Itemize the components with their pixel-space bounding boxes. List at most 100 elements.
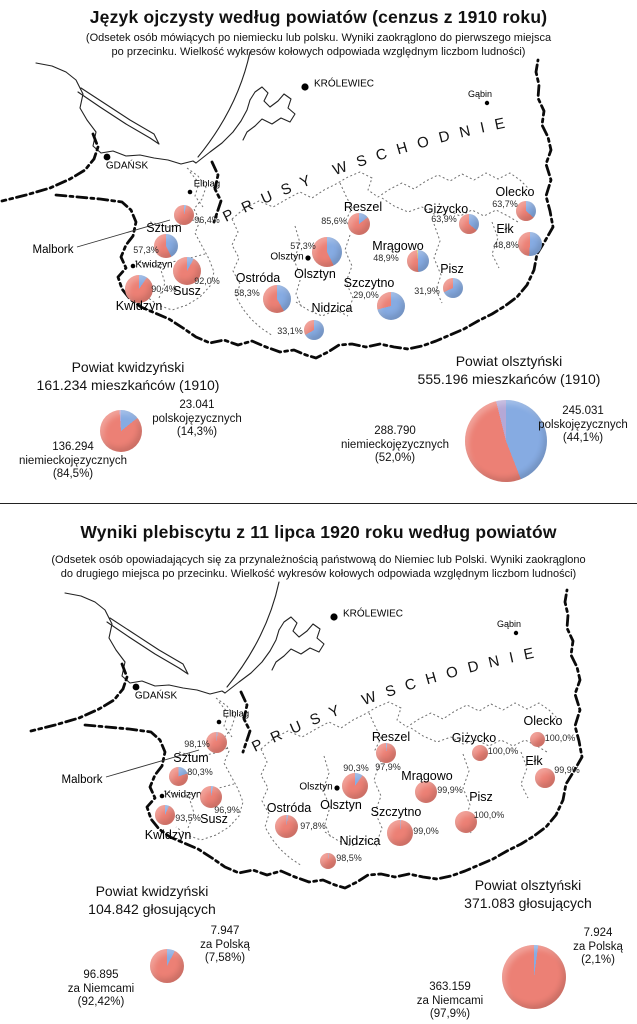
district-label-olsztyn: Olsztyn	[320, 798, 362, 812]
pct-label-olsztyn: 90,3%	[343, 763, 369, 773]
section1-subtitle: (Odsetek osób mówiących po niemiecku lub…	[85, 32, 552, 59]
pct-label-olsztyn: 57,3%	[290, 241, 316, 251]
district-label-sztum: Sztum	[173, 751, 209, 765]
district-label-szczytno: Szczytno	[343, 276, 395, 290]
summary-label-kwidzyn-1920-germany: 96.895 za Niemcami (92,42%)	[67, 969, 135, 1009]
district-pie-mragowo	[415, 781, 437, 803]
district-label-gizycko: Giżycko	[451, 731, 497, 745]
section1-title: Język ojczysty według powiatów (cenzus z…	[89, 7, 548, 27]
district-pie-pisz	[443, 278, 463, 298]
city-label-elblag: Elbląg	[193, 178, 221, 190]
pct-label-szczytno: 99,0%	[413, 826, 439, 836]
city-label-gabin: Gąbin	[496, 619, 522, 629]
city-label-kwidzyn: Kwidzyn	[135, 259, 173, 271]
district-label-gizycko: Giżycko	[423, 202, 469, 216]
city-label-gdansk: GDAŃSK	[134, 690, 178, 702]
district-label-sztum: Sztum	[146, 221, 182, 235]
summary-pie-olsztyn-1910	[465, 400, 547, 482]
district-pie-pisz	[455, 811, 477, 833]
district-pie-elk	[535, 768, 555, 788]
pct-label-elk: 99,9%	[554, 765, 580, 775]
summary-title-kwidzyn-1910: Powiat kwidzyński 161.234 mieszkańców (1…	[36, 359, 220, 394]
city-label-kwidzyn: Kwidzyn	[164, 789, 202, 801]
city-label-gdansk: GDAŃSK	[105, 160, 149, 172]
city-label-malbork: Malbork	[32, 244, 74, 256]
pct-label-szczytno: 29,0%	[353, 290, 379, 300]
pct-label-kwidzyn: 93,5%	[175, 813, 201, 823]
section2-subtitle: (Odsetek osób opowiadających się za przy…	[51, 554, 586, 581]
pct-label-nidzica: 33,1%	[277, 326, 303, 336]
district-label-kwidzyn: Kwidzyn	[115, 299, 163, 313]
district-pie-sztum	[168, 766, 188, 786]
pct-label-elk: 48,8%	[493, 240, 519, 250]
district-label-reszel: Reszel	[371, 730, 411, 744]
district-pie-kwidzyn	[125, 275, 153, 303]
pct-label-mragowo: 48,9%	[373, 253, 399, 263]
district-pie-susz	[200, 786, 222, 808]
district-pie-elk	[518, 232, 542, 256]
pct-label-ostroda: 97,8%	[300, 821, 326, 831]
district-pie-szczytno	[387, 820, 413, 846]
pct-label-kwidzyn: 90,4%	[151, 284, 177, 294]
district-pie-reszel	[376, 743, 396, 763]
district-pie-olsztyn	[342, 773, 368, 799]
pct-label-nidzica: 98,5%	[336, 853, 362, 863]
district-label-nidzica: Nidzica	[339, 834, 381, 848]
district-pie-nidzica	[304, 320, 324, 340]
district-pie-ostroda	[274, 814, 298, 838]
summary-label-olsztyn-1920-germany: 363.159 za Niemcami (97,9%)	[416, 981, 484, 1021]
city-label-elblag: Elbląg	[222, 708, 250, 720]
summary-pie-kwidzyn-1910	[100, 410, 142, 452]
district-label-kwidzyn: Kwidzyn	[144, 828, 192, 842]
city-label-olsztyn: Olsztyn	[299, 781, 333, 793]
summary-label-kwidzyn-1910-polish: 23.041 polskojęzycznych (14,3%)	[152, 399, 242, 439]
pct-label-ostroda: 58,3%	[234, 288, 260, 298]
district-pie-nidzica	[320, 853, 336, 869]
district-label-pisz: Pisz	[469, 790, 493, 804]
district-label-ostroda: Ostróda	[266, 801, 312, 815]
summary-label-kwidzyn-1910-german: 136.294 niemieckojęzycznych (84,5%)	[18, 441, 127, 481]
district-label-pisz: Pisz	[440, 262, 464, 276]
district-label-olecko: Olecko	[495, 185, 535, 199]
summary-pie-olsztyn-1920	[502, 945, 566, 1009]
city-label-krolewiec: KRÓLEWIEC	[342, 608, 404, 620]
pct-label-susz: 92,0%	[194, 276, 220, 286]
district-label-elk: Ełk	[525, 754, 543, 768]
district-pie-sztum	[154, 234, 178, 258]
district-pie-olsztyn	[312, 237, 342, 267]
pct-label-reszel: 97,9%	[375, 762, 401, 772]
pct-label-sztum: 80,3%	[187, 767, 213, 777]
pct-label-pisz: 31,9%	[414, 286, 440, 296]
summary-label-olsztyn-1910-german: 288.790 niemieckojęzycznych (52,0%)	[340, 425, 449, 465]
pct-label-pisz: 100,0%	[473, 810, 505, 820]
district-label-ostroda: Ostróda	[235, 271, 281, 285]
district-pie-gizycko	[472, 745, 488, 761]
summary-label-olsztyn-1910-polish: 245.031 polskojęzycznych (44,1%)	[538, 405, 628, 445]
pct-label-mragowo: 99,9%	[437, 785, 463, 795]
pct-label-gizycko: 100,0%	[487, 746, 519, 756]
summary-pie-kwidzyn-1920	[150, 949, 184, 983]
district-label-susz: Susz	[200, 812, 228, 826]
summary-title-olsztyn-1910: Powiat olsztyński 555.196 mieszkańców (1…	[417, 353, 601, 388]
summary-title-olsztyn-1920: Powiat olsztyński 371.083 głosujących	[464, 877, 592, 912]
pct-label-reszel: 85,6%	[321, 216, 347, 226]
district-pie-susz	[173, 257, 201, 285]
district-label-reszel: Reszel	[343, 200, 383, 214]
district-label-susz: Susz	[173, 284, 201, 298]
pct-label-sztum: 57,3%	[133, 245, 159, 255]
city-label-olsztyn: Olsztyn	[270, 251, 304, 263]
district-pie-kwidzyn	[155, 805, 175, 825]
pct-label-malbork: 96,4%	[194, 215, 220, 225]
district-pie-mragowo	[407, 250, 429, 272]
district-label-mragowo: Mrągowo	[372, 239, 424, 253]
summary-label-olsztyn-1920-poland: 7.924 za Polską (2,1%)	[573, 927, 623, 967]
pct-label-olecko: 63,7%	[492, 199, 518, 209]
district-pie-olecko	[516, 201, 536, 221]
section-divider	[0, 503, 637, 504]
district-label-mragowo: Mrągowo	[401, 769, 453, 783]
district-label-olecko: Olecko	[523, 714, 563, 728]
district-pie-olecko	[529, 731, 545, 747]
district-label-szczytno: Szczytno	[370, 805, 422, 819]
